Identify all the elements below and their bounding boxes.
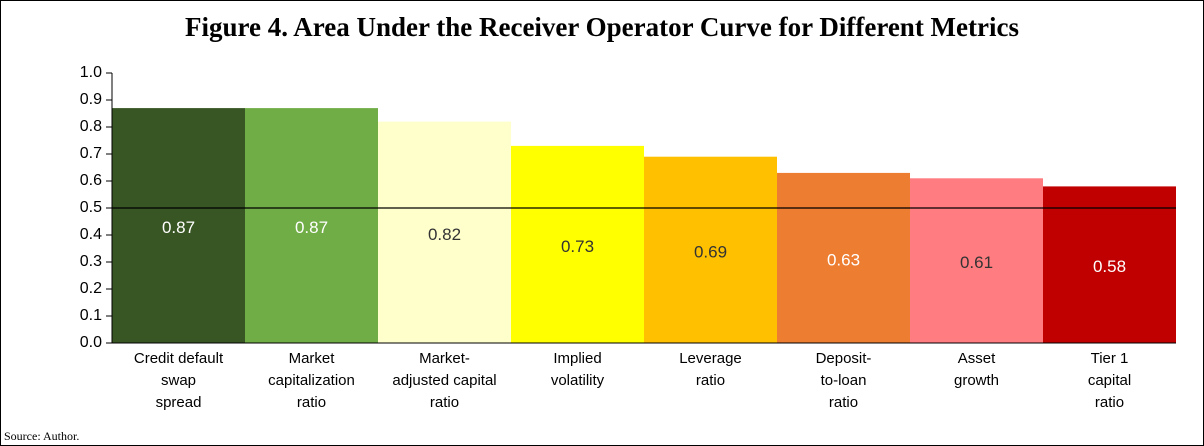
x-tick-label: Tier 1 capital ratio xyxy=(1088,350,1131,411)
y-tick-label: 0.9 xyxy=(80,91,102,108)
x-tick-label: Market-adjusted capital ratio xyxy=(392,350,496,411)
bar xyxy=(910,178,1043,343)
x-tick-label: Asset growth xyxy=(954,350,999,389)
value-label: 0.69 xyxy=(694,242,727,261)
value-label: 0.87 xyxy=(162,218,195,237)
bar xyxy=(511,145,644,343)
chart-title: Figure 4. Area Under the Receiver Operat… xyxy=(185,12,1019,42)
bar xyxy=(777,172,910,343)
y-tick-label: 0.2 xyxy=(80,280,102,297)
value-label: 0.61 xyxy=(960,253,993,272)
value-label: 0.63 xyxy=(827,250,860,269)
value-label: 0.73 xyxy=(561,237,594,256)
y-tick-label: 1.0 xyxy=(80,64,102,81)
value-label: 0.87 xyxy=(295,218,328,237)
bar xyxy=(245,108,378,343)
value-label: 0.58 xyxy=(1093,257,1126,276)
x-tick-label: Implied volatility xyxy=(551,350,605,389)
x-tick-label: Deposit-to-loan ratio xyxy=(816,350,872,411)
y-tick-label: 0.4 xyxy=(80,226,102,243)
x-tick-label: Credit default swap spread xyxy=(134,350,224,411)
bar xyxy=(378,121,511,343)
bar xyxy=(1043,186,1176,343)
bar xyxy=(112,108,245,343)
y-tick-label: 0.6 xyxy=(80,172,102,189)
y-tick-label: 0.8 xyxy=(80,118,102,135)
value-label: 0.82 xyxy=(428,225,461,244)
x-tick-label: Market capitalization ratio xyxy=(268,350,355,411)
bar xyxy=(644,156,777,343)
source-note: Source: Author. xyxy=(4,429,79,443)
y-tick-label: 0.5 xyxy=(80,199,102,216)
y-tick-label: 0.3 xyxy=(80,253,102,270)
y-tick-label: 0.7 xyxy=(80,145,102,162)
x-tick-label: Leverage ratio xyxy=(679,350,742,389)
y-tick-label: 0.1 xyxy=(80,307,102,324)
y-tick-label: 0.0 xyxy=(80,334,102,351)
